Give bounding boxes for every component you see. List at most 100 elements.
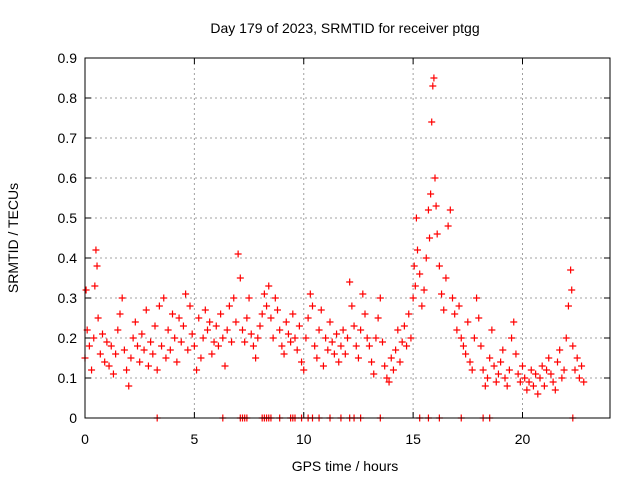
data-point: [431, 174, 439, 182]
data-point: [387, 354, 395, 362]
data-point: [315, 326, 323, 334]
data-point: [90, 334, 98, 342]
data-point: [429, 82, 437, 90]
y-tick-label: 0.9: [58, 50, 78, 66]
data-point: [428, 118, 436, 126]
data-points: [81, 74, 588, 422]
data-point: [426, 234, 434, 242]
data-point: [123, 366, 131, 374]
data-point: [357, 326, 365, 334]
data-point: [300, 366, 308, 374]
x-axis-label: GPS time / hours: [292, 458, 399, 474]
data-point: [451, 310, 459, 318]
data-point: [147, 338, 155, 346]
data-point: [153, 366, 161, 374]
grid-lines: [85, 58, 610, 418]
data-point: [416, 270, 424, 278]
data-point: [175, 314, 183, 322]
data-point: [466, 358, 474, 366]
data-point: [330, 350, 338, 358]
data-point: [120, 346, 128, 354]
data-point: [435, 262, 443, 270]
data-point: [512, 350, 520, 358]
data-point: [379, 338, 386, 346]
data-point: [543, 366, 551, 374]
data-point: [85, 342, 93, 350]
data-point: [230, 294, 238, 302]
data-point: [245, 294, 253, 302]
data-point: [225, 302, 233, 310]
data-point: [322, 334, 330, 342]
y-tick-label: 0.1: [58, 370, 78, 386]
data-point: [92, 246, 100, 254]
plot-frame: [84, 57, 611, 419]
data-point: [169, 310, 176, 318]
data-point: [125, 382, 133, 390]
data-point: [422, 254, 430, 262]
axes: 0 0.1 0.2 0.3 0.4 0.5 0.6 0.7 0.8 0.9 0 5 10 15 20: [58, 50, 610, 447]
data-point: [186, 302, 194, 310]
data-point: [453, 326, 461, 334]
data-point: [109, 370, 117, 378]
data-point: [105, 362, 113, 370]
data-point: [432, 202, 440, 210]
data-point: [263, 302, 271, 310]
data-point: [247, 330, 255, 338]
data-point: [361, 310, 369, 318]
data-point: [412, 214, 420, 222]
data-point: [112, 350, 120, 358]
chart-title: Day 179 of 2023, SRMTID for receiver ptg…: [210, 20, 479, 36]
data-point: [499, 346, 507, 354]
data-point: [311, 342, 319, 350]
data-point: [177, 338, 185, 346]
y-tick-label: 0.6: [58, 170, 78, 186]
data-point: [82, 286, 90, 294]
data-point: [138, 330, 146, 338]
data-point: [540, 382, 548, 390]
data-point: [212, 322, 220, 330]
x-tick-label: 0: [81, 431, 89, 447]
data-point: [481, 382, 489, 390]
data-point: [271, 294, 279, 302]
data-point: [319, 362, 327, 370]
data-point: [197, 354, 205, 362]
data-point: [179, 322, 187, 330]
data-point: [99, 330, 106, 338]
data-point: [444, 222, 452, 230]
data-point: [455, 302, 463, 310]
data-point: [381, 362, 389, 370]
data-point: [348, 302, 356, 310]
data-point: [462, 350, 470, 358]
data-point: [317, 306, 325, 314]
data-point: [199, 334, 207, 342]
data-point: [223, 326, 231, 334]
data-point: [578, 362, 586, 370]
data-point: [134, 342, 141, 350]
data-point: [219, 334, 227, 342]
data-point: [184, 346, 192, 354]
data-point: [532, 370, 540, 378]
data-point: [193, 366, 201, 374]
data-point: [93, 262, 101, 270]
data-point: [558, 374, 566, 382]
data-point: [190, 342, 198, 350]
data-point: [508, 334, 516, 342]
data-point: [536, 374, 544, 382]
data-point: [107, 342, 115, 350]
data-point: [556, 346, 564, 354]
data-point: [420, 286, 428, 294]
data-point: [114, 326, 122, 334]
data-point: [346, 278, 354, 286]
y-tick-label: 0.5: [58, 210, 78, 226]
data-point: [505, 366, 513, 374]
data-point: [221, 362, 229, 370]
data-point: [284, 330, 292, 338]
data-point: [427, 190, 435, 198]
data-point: [276, 326, 284, 334]
data-point: [459, 342, 467, 350]
data-point: [295, 322, 303, 330]
data-point: [473, 294, 481, 302]
data-point: [547, 370, 555, 378]
data-point: [549, 378, 557, 386]
data-point: [94, 314, 102, 322]
